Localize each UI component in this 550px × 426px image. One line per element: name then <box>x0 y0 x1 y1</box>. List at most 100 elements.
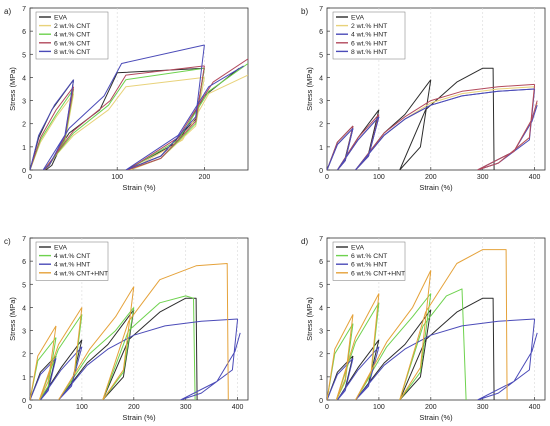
series-group <box>30 44 248 170</box>
legend-entry: 4 wt.% HNT <box>351 32 387 39</box>
chart-panel: 0 1 2 3 4 5 6 7 0 100 200 300 400 Strain (%) Stress (M… <box>4 236 249 422</box>
panel-label: a) <box>4 7 11 16</box>
series-group <box>327 249 538 400</box>
legend-entry: 2 wt.% CNT <box>54 23 90 30</box>
legend-entry: 4 wt.% HNT <box>54 262 90 269</box>
y-tick-label: 4 <box>319 75 323 82</box>
legend-entry: 4 wt.% CNT+HNT <box>54 270 108 277</box>
x-tick-label: 200 <box>425 174 437 181</box>
chart-panel: 0 1 2 3 4 5 6 7 0 100 200 Strain (%) Stress (MPa) a) E… <box>4 6 249 192</box>
y-tick-label: 0 <box>22 398 26 405</box>
legend-entry: 6 wt.% CNT <box>351 253 387 260</box>
y-tick-label: 2 <box>22 122 26 129</box>
y-tick-label: 5 <box>319 52 323 59</box>
legend-entry: 6 wt.% HNT <box>351 40 387 47</box>
x-axis-label: Strain (%) <box>122 413 156 422</box>
x-tick-label: 200 <box>199 174 211 181</box>
legend-entry: EVA <box>351 245 365 252</box>
x-tick-label: 100 <box>76 404 88 411</box>
series-group <box>327 67 538 170</box>
y-tick-label: 0 <box>319 398 323 405</box>
y-tick-label: 3 <box>22 99 26 106</box>
legend-entry: 8 wt.% CNT <box>54 49 90 56</box>
x-tick-label: 300 <box>180 404 192 411</box>
series-line <box>30 58 248 170</box>
x-axis-label: Strain (%) <box>419 183 453 192</box>
series-line <box>327 88 535 170</box>
y-tick-label: 6 <box>22 29 26 36</box>
y-tick-label: 4 <box>22 75 26 82</box>
y-tick-label: 4 <box>22 305 26 312</box>
series-group <box>30 263 241 400</box>
y-axis-label: Stress (MPa) <box>8 297 17 341</box>
y-axis-label: Stress (MPa) <box>305 297 314 341</box>
x-tick-label: 300 <box>477 404 489 411</box>
y-tick-label: 0 <box>22 168 26 175</box>
y-tick-label: 2 <box>319 122 323 129</box>
x-tick-label: 100 <box>373 404 385 411</box>
y-tick-label: 2 <box>319 352 323 359</box>
x-tick-label: 0 <box>325 404 329 411</box>
series-line <box>30 44 244 170</box>
y-axis-label: Stress (MPa) <box>8 67 17 111</box>
y-tick-label: 1 <box>22 375 26 382</box>
x-tick-label: 0 <box>325 174 329 181</box>
legend-entry: EVA <box>54 245 68 252</box>
legend-entry: 4 wt.% CNT <box>54 32 90 39</box>
legend-box <box>35 241 109 281</box>
x-tick-label: 400 <box>529 404 541 411</box>
legend-entry: 8 wt.% HNT <box>351 49 387 56</box>
y-tick-label: 4 <box>319 305 323 312</box>
legend-entry: 6 wt.% HNT <box>351 262 387 269</box>
y-tick-label: 1 <box>22 145 26 152</box>
panel-label: c) <box>4 237 11 246</box>
panel-label: b) <box>301 7 308 16</box>
x-tick-label: 400 <box>232 404 244 411</box>
legend-entry: EVA <box>351 15 365 22</box>
y-tick-label: 1 <box>319 375 323 382</box>
x-tick-label: 100 <box>111 174 123 181</box>
y-tick-label: 5 <box>319 282 323 289</box>
panel-label: d) <box>301 237 308 246</box>
y-tick-label: 6 <box>22 259 26 266</box>
y-tick-label: 7 <box>319 236 323 243</box>
y-tick-label: 1 <box>319 145 323 152</box>
chart-panel: 0 1 2 3 4 5 6 7 0 100 200 300 400 Strain (%) Stress (M… <box>301 236 546 422</box>
y-tick-label: 7 <box>319 6 323 13</box>
plot-frame <box>29 7 249 171</box>
y-tick-label: 7 <box>22 6 26 13</box>
plot-frame <box>29 237 249 401</box>
y-tick-label: 0 <box>319 168 323 175</box>
x-tick-label: 0 <box>28 404 32 411</box>
y-tick-label: 3 <box>22 329 26 336</box>
y-tick-label: 5 <box>22 52 26 59</box>
x-tick-label: 400 <box>529 174 541 181</box>
legend-entry: 6 wt.% CNT <box>54 40 90 47</box>
x-tick-label: 300 <box>477 174 489 181</box>
x-axis-label: Strain (%) <box>122 183 156 192</box>
y-tick-label: 3 <box>319 99 323 106</box>
y-tick-label: 6 <box>319 259 323 266</box>
legend-box <box>332 241 406 281</box>
legend-entry: 2 wt.% HNT <box>351 23 387 30</box>
y-tick-label: 2 <box>22 352 26 359</box>
y-tick-label: 5 <box>22 282 26 289</box>
series-line <box>30 263 229 400</box>
series-line <box>30 318 241 400</box>
x-tick-label: 100 <box>373 174 385 181</box>
y-tick-label: 7 <box>22 236 26 243</box>
legend-entry: EVA <box>54 15 68 22</box>
series-line <box>327 249 508 400</box>
plot-frame <box>326 237 546 401</box>
legend-entry: 4 wt.% CNT <box>54 253 90 260</box>
y-axis-label: Stress (MPa) <box>305 67 314 111</box>
chart-panel: 0 1 2 3 4 5 6 7 0 100 200 300 400 Strain (%) Stress (M… <box>301 6 546 192</box>
y-tick-label: 3 <box>319 329 323 336</box>
x-tick-label: 0 <box>28 174 32 181</box>
legend-entry: 6 wt.% CNT+HNT <box>351 270 405 277</box>
plot-frame <box>326 7 546 171</box>
series-line <box>327 318 538 400</box>
x-tick-label: 200 <box>425 404 437 411</box>
